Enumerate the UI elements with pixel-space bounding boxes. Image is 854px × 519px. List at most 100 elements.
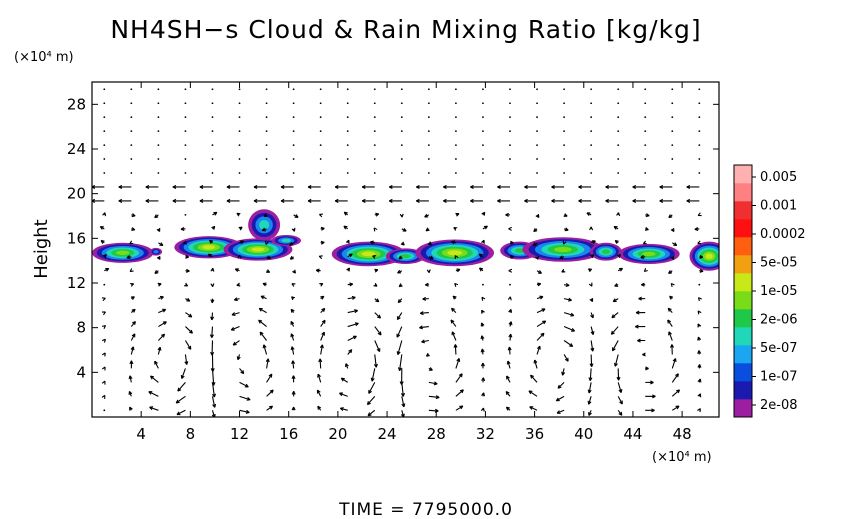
wind-vector-head — [481, 377, 486, 382]
wind-vector-head — [619, 267, 624, 272]
wind-vector-head — [588, 282, 593, 287]
wind-vector — [482, 116, 484, 119]
wind-vector-head — [505, 391, 510, 396]
wind-vector-head — [373, 282, 378, 287]
wind-vector-head — [578, 198, 582, 203]
wind-vector-head — [253, 198, 258, 203]
wind-vector — [157, 130, 160, 133]
wind-vector — [319, 158, 322, 160]
wind-vector-head — [258, 307, 263, 312]
wind-vector — [211, 326, 214, 338]
wind-vector — [259, 331, 268, 341]
wind-vector-head — [532, 242, 537, 246]
wind-vector — [346, 144, 349, 146]
wind-vector-head — [443, 184, 447, 189]
wind-vector — [319, 130, 322, 133]
wind-vector — [671, 373, 679, 383]
x-tick-label: 4 — [136, 425, 146, 443]
wind-vector — [346, 172, 349, 174]
wind-vector-head — [210, 351, 215, 356]
cloud-region — [642, 251, 656, 257]
wind-vector-head — [669, 344, 675, 348]
wind-vector — [239, 395, 251, 401]
wind-vector — [589, 368, 592, 381]
wind-vector — [617, 116, 620, 119]
wind-vector-head — [269, 389, 274, 394]
wind-vector — [671, 405, 680, 411]
cloud-region — [153, 250, 159, 254]
colorbar-swatch — [734, 237, 752, 256]
wind-vector — [130, 130, 133, 133]
wind-vector — [617, 144, 620, 146]
wind-vector-head — [425, 352, 430, 357]
wind-vector — [698, 116, 701, 119]
wind-vector — [617, 130, 620, 133]
wind-vector-head — [506, 375, 510, 380]
wind-vector-head — [667, 307, 672, 312]
colorbar-swatch — [734, 363, 752, 382]
wind-vector — [292, 172, 295, 174]
wind-vector — [400, 158, 403, 160]
colorbar-swatch — [734, 165, 752, 184]
wind-vector-head — [619, 400, 623, 405]
wind-vector-head — [697, 240, 702, 245]
cloud-fill-layer — [92, 209, 719, 271]
wind-vector-head — [101, 380, 106, 385]
wind-vector — [698, 172, 701, 174]
x-axis: 4 8 12 16 20 24 28 32 36 40 44 48 — [136, 82, 692, 443]
wind-vector — [617, 382, 622, 393]
wind-vector-head — [559, 255, 564, 260]
chart-title: NH4SH−s Cloud & Rain Mixing Ratio [kg/kg… — [110, 15, 701, 44]
wind-vector — [509, 130, 511, 133]
wind-vector-head — [131, 213, 136, 218]
wind-vector — [184, 88, 187, 91]
colorbar-label: 0.001 — [760, 199, 797, 214]
wind-vector-head — [105, 267, 110, 272]
wind-vector-head — [321, 319, 326, 324]
wind-vector-head — [642, 352, 646, 357]
wind-vector-head — [226, 184, 231, 189]
wind-vector — [563, 158, 565, 160]
wind-vector — [590, 130, 593, 133]
wind-vector — [698, 130, 701, 133]
wind-vector — [590, 116, 593, 119]
wind-vector-head — [426, 269, 431, 274]
wind-vector-head — [556, 410, 561, 414]
wind-vector — [346, 130, 349, 133]
wind-vector — [238, 172, 241, 174]
cloud-region — [553, 246, 572, 253]
wind-vector — [292, 102, 295, 105]
cloud-region — [281, 238, 291, 243]
wind-vector-head — [697, 408, 701, 413]
wind-vector — [455, 389, 464, 397]
wind-vector — [211, 102, 214, 105]
wind-vector-head — [150, 375, 155, 380]
wind-vector — [211, 116, 214, 119]
wind-vector — [130, 102, 133, 105]
wind-vector — [319, 116, 322, 119]
wind-vector-head — [375, 298, 380, 303]
wind-vector-head — [210, 299, 215, 304]
wind-vector — [374, 326, 382, 336]
wind-vector-head — [361, 198, 366, 203]
wind-vector-head — [568, 297, 572, 302]
colorbar-label: 0.005 — [760, 170, 797, 185]
wind-vector — [103, 88, 106, 91]
wind-vector — [396, 326, 403, 338]
wind-vector-head — [199, 184, 204, 189]
wind-vector — [238, 130, 241, 133]
wind-vector — [482, 172, 484, 174]
wind-vector-head — [291, 283, 296, 287]
wind-vector-head — [589, 226, 594, 231]
colorbar-labels: 0.005 0.001 0.0002 5e-05 1e-05 2e-06 5e-07 1e-0… — [752, 170, 806, 413]
wind-vector-head — [268, 373, 273, 378]
wind-vector — [157, 172, 160, 174]
wind-vector-head — [480, 407, 485, 412]
wind-vector-head — [435, 395, 440, 400]
wind-vector-head — [618, 411, 623, 416]
colorbar-label: 1e-07 — [760, 370, 798, 385]
wind-vector-head — [156, 255, 161, 260]
wind-vector — [374, 340, 381, 352]
wind-vector — [292, 116, 295, 119]
wind-vector — [698, 158, 701, 160]
